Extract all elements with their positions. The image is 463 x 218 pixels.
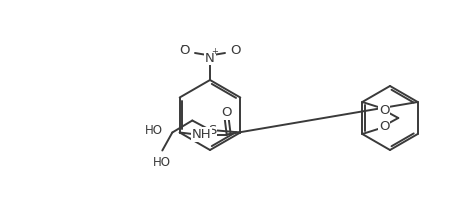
Text: O: O [180, 44, 190, 56]
Text: −: − [181, 41, 188, 51]
Text: N: N [205, 51, 215, 65]
Text: S: S [208, 124, 217, 137]
Text: HO: HO [153, 156, 171, 169]
Text: O: O [221, 106, 232, 119]
Text: O: O [379, 104, 389, 116]
Text: O: O [230, 44, 240, 56]
Text: HO: HO [145, 124, 163, 137]
Text: +: + [212, 46, 219, 56]
Text: NH: NH [192, 128, 212, 141]
Text: O: O [379, 119, 389, 133]
